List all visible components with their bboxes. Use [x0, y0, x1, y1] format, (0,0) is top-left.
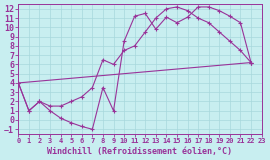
- X-axis label: Windchill (Refroidissement éolien,°C): Windchill (Refroidissement éolien,°C): [48, 147, 232, 156]
